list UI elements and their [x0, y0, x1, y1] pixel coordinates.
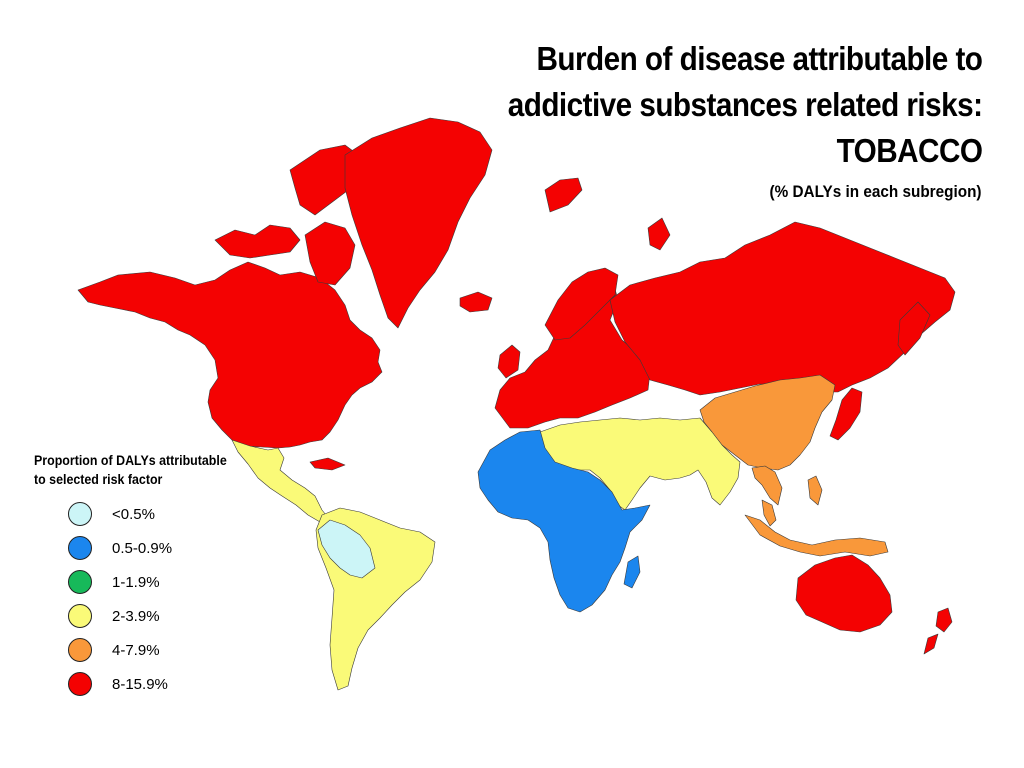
legend-item: 4-7.9%: [68, 637, 160, 663]
region-japan: [829, 387, 863, 441]
title-line-2: addictive substances related risks:: [507, 86, 982, 123]
region-sub-saharan-africa: [477, 429, 651, 613]
region-north-africa-middle-east: [539, 417, 741, 511]
region-russia: [609, 221, 956, 396]
legend-title: Proportion of DALYs attributable to sele…: [34, 451, 227, 489]
region-baffin: [304, 221, 356, 286]
legend-item: 1-1.9%: [68, 569, 160, 595]
region-malay: [761, 499, 777, 527]
region-svalbard: [544, 177, 583, 213]
map-title: Burden of disease attributable to addict…: [507, 36, 982, 174]
legend-swatch: [68, 570, 92, 594]
region-iceland: [459, 291, 493, 313]
region-arctic-islands: [214, 224, 301, 259]
region-scandinavia: [544, 267, 619, 341]
region-europe: [494, 274, 651, 429]
legend-swatch: [68, 502, 92, 526]
title-line-3: TOBACCO: [836, 132, 982, 169]
legend-item: 2-3.9%: [68, 603, 160, 629]
legend-swatch: [68, 536, 92, 560]
region-novaya-zemlya: [647, 217, 671, 251]
legend-swatch: [68, 604, 92, 628]
region-greenland: [344, 117, 493, 329]
region-new-zealand-south: [923, 633, 939, 655]
region-china: [699, 374, 836, 471]
region-north-america: [77, 261, 383, 449]
legend-label: <0.5%: [112, 505, 155, 523]
legend-swatch: [68, 638, 92, 662]
title-line-1: Burden of disease attributable to: [536, 40, 982, 77]
legend-item: <0.5%: [68, 501, 155, 527]
region-new-zealand: [935, 607, 953, 633]
map-subtitle: (% DALYs in each subregion): [770, 182, 982, 201]
region-mexico-central-america: [231, 439, 331, 523]
legend-label: 8-15.9%: [112, 675, 168, 693]
legend-label: 1-1.9%: [112, 573, 160, 591]
legend-swatch: [68, 672, 92, 696]
region-british-isles: [497, 344, 521, 379]
legend-title-line-2: to selected risk factor: [34, 472, 163, 487]
region-madagascar: [623, 555, 641, 589]
region-indonesia: [744, 514, 889, 557]
legend-label: 0.5-0.9%: [112, 539, 173, 557]
legend-label: 4-7.9%: [112, 641, 160, 659]
region-caribbean: [309, 457, 346, 471]
region-southeast-asia: [751, 465, 783, 506]
legend-item: 0.5-0.9%: [68, 535, 172, 561]
region-andean: [317, 519, 376, 579]
region-philippines: [807, 475, 823, 506]
legend-label: 2-3.9%: [112, 607, 160, 625]
legend-title-line-1: Proportion of DALYs attributable: [34, 453, 227, 468]
region-kamchatka: [897, 301, 931, 356]
legend-item: 8-15.9%: [68, 671, 168, 697]
region-australia: [795, 554, 893, 633]
